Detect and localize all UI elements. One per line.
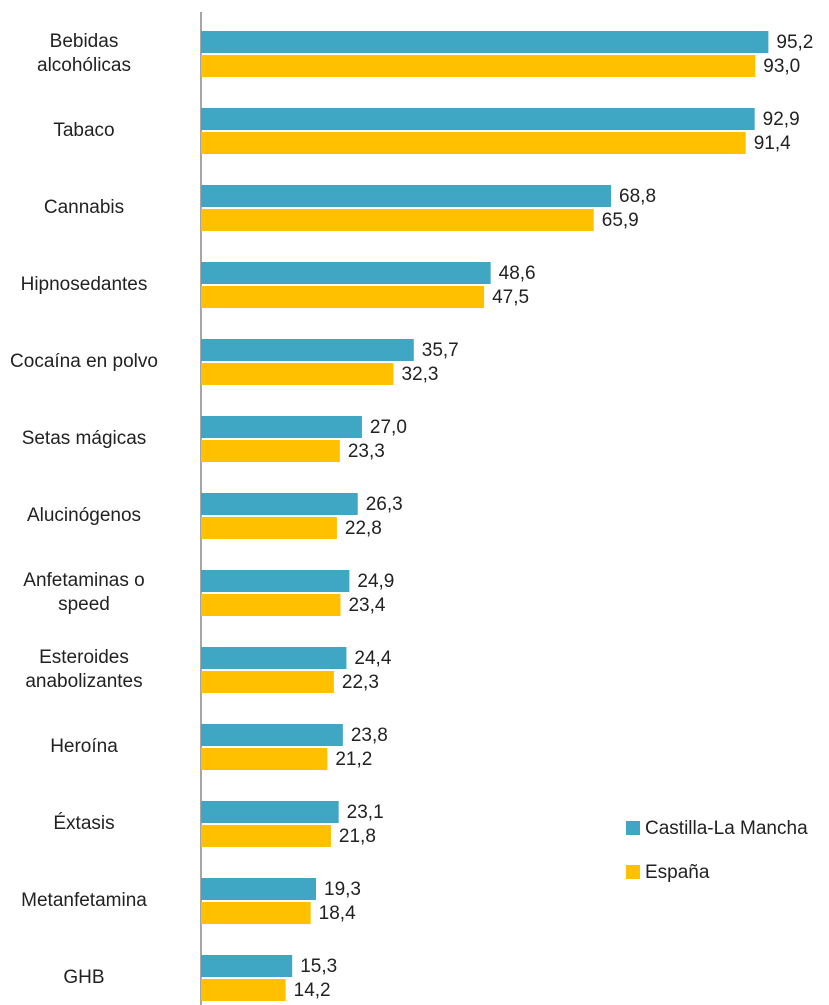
category-label: Cannabis — [43, 197, 125, 218]
category-label: Bebidas alcohólicas — [37, 31, 131, 76]
value-label: 68,8 — [619, 186, 656, 207]
bar — [201, 55, 756, 77]
category-label: Metanfetamina — [21, 890, 147, 911]
bar — [201, 132, 746, 154]
value-label: 35,7 — [422, 340, 459, 361]
bar — [201, 825, 331, 847]
legend-swatch — [626, 821, 640, 835]
value-label: 23,1 — [347, 802, 384, 823]
value-label: 14,2 — [294, 980, 331, 1001]
bar — [201, 185, 612, 207]
category-label: Anfetaminas o speed — [23, 570, 145, 615]
value-label: 19,3 — [324, 879, 361, 900]
value-label: 21,8 — [339, 826, 376, 847]
bar — [201, 493, 358, 515]
value-label: 47,5 — [492, 287, 529, 308]
bar — [201, 647, 347, 669]
bar — [201, 339, 414, 361]
category-label: Setas mágicas — [21, 428, 147, 449]
value-label: 15,3 — [300, 956, 337, 977]
value-label: 91,4 — [754, 133, 791, 154]
category-label: Heroína — [50, 736, 118, 757]
value-label: 93,0 — [763, 56, 800, 77]
bar — [201, 801, 339, 823]
bar — [201, 748, 328, 770]
value-label: 24,4 — [354, 648, 391, 669]
legend-label: España — [645, 862, 710, 883]
bar — [201, 209, 594, 231]
legend-label: Castilla-La Mancha — [645, 818, 808, 839]
bar — [201, 286, 485, 308]
category-label: Cocaína en polvo — [10, 351, 158, 372]
value-label: 23,3 — [348, 441, 385, 462]
bar — [201, 108, 755, 130]
bar — [201, 724, 343, 746]
value-label: 65,9 — [602, 210, 639, 231]
bar — [201, 262, 491, 284]
value-label: 48,6 — [499, 263, 536, 284]
value-label: 27,0 — [370, 417, 407, 438]
bar — [201, 671, 334, 693]
value-label: 23,4 — [348, 595, 385, 616]
value-label: 32,3 — [402, 364, 439, 385]
value-label: 22,8 — [345, 518, 382, 539]
bar — [201, 878, 317, 900]
bar — [201, 570, 350, 592]
bar — [201, 517, 337, 539]
category-label: Alucinógenos — [26, 505, 142, 526]
category-label: Tabaco — [53, 120, 115, 141]
category-label: Hipnosedantes — [20, 274, 148, 295]
value-label: 95,2 — [776, 32, 813, 53]
category-label: Esteroides anabolizantes — [25, 647, 143, 692]
category-label: GHB — [63, 967, 105, 988]
bar — [201, 955, 293, 977]
value-label: 22,3 — [342, 672, 379, 693]
bar — [201, 902, 311, 924]
bar — [201, 979, 286, 1001]
legend-swatch — [626, 865, 640, 879]
value-label: 18,4 — [319, 903, 356, 924]
value-label: 92,9 — [763, 109, 800, 130]
value-label: 23,8 — [351, 725, 388, 746]
bar — [201, 363, 394, 385]
value-label: 26,3 — [366, 494, 403, 515]
bar — [201, 440, 340, 462]
category-label: Éxtasis — [53, 813, 115, 834]
bar — [201, 594, 341, 616]
bar — [201, 416, 362, 438]
value-label: 21,2 — [335, 749, 372, 770]
value-label: 24,9 — [357, 571, 394, 592]
bar — [201, 31, 769, 53]
